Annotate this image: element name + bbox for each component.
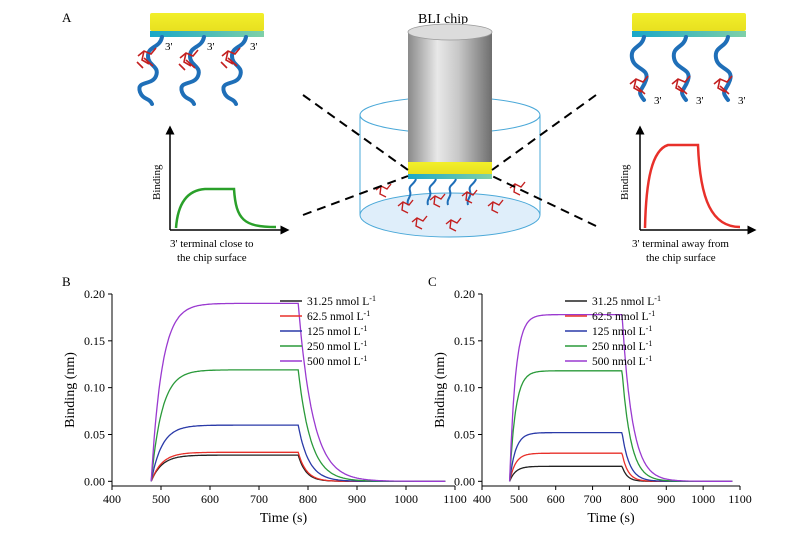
panel-a-letter: A — [62, 10, 72, 25]
legend-entry: 62.5 nmol L-1 — [307, 309, 370, 324]
right-terminal-label: 3' — [738, 95, 746, 107]
left-inset-caption-line1: 3' terminal close to — [170, 238, 254, 250]
panel-b-chart: B 400 500 600 700 800 900 1000 1100 0.00 0.05 0.10 0… — [62, 274, 467, 526]
y-axis-title: Binding (nm) — [433, 352, 448, 428]
right-inset-caption-line2: the chip surface — [646, 252, 716, 264]
left-terminal-label: 3' — [250, 41, 258, 53]
left-inset-plot: Binding 3' terminal close to the chip su… — [151, 125, 290, 264]
y-tick-label: 0.00 — [84, 474, 105, 488]
panel-a: A 3' 3' 3' Binding 3' term — [62, 10, 757, 264]
left-inset-caption-line2: the chip surface — [177, 252, 247, 264]
right-ligand-molecules — [629, 75, 733, 95]
x-tick-label: 600 — [201, 492, 219, 506]
x-axis-title: Time (s) — [260, 511, 308, 526]
x-tick-label: 1000 — [394, 492, 418, 506]
legend-entry: 31.25 nmol L-1 — [307, 294, 376, 309]
right-chip-illustration: 3' 3' 3' — [629, 13, 746, 107]
right-inset-ylabel: Binding — [619, 164, 631, 200]
x-tick-label: 800 — [299, 492, 317, 506]
x-tick-label: 1100 — [728, 492, 752, 506]
series-line — [150, 302, 446, 482]
right-terminal-label: 3' — [696, 95, 704, 107]
right-terminal-label: 3' — [654, 95, 662, 107]
legend-entry: 125 nmol L-1 — [307, 324, 367, 339]
legend-entry: 250 nmol L-1 — [592, 339, 652, 354]
left-terminal-label: 3' — [207, 41, 215, 53]
x-axis-title: Time (s) — [587, 511, 635, 526]
right-inset-plot: Binding 3' terminal away from the chip s… — [619, 125, 757, 264]
y-tick-label: 0.05 — [84, 427, 105, 441]
legend-entry: 500 nmol L-1 — [307, 354, 367, 369]
y-tick-label: 0.00 — [454, 474, 475, 488]
right-gold-layer — [632, 13, 746, 31]
well-ligand-molecules — [375, 181, 526, 232]
chip-dna-strands — [406, 178, 477, 206]
left-ligand-molecules — [136, 47, 241, 71]
left-inset-curve — [174, 187, 277, 229]
left-terminal-label: 3' — [165, 41, 173, 53]
left-dna-strands — [137, 35, 248, 106]
left-gold-layer — [150, 13, 264, 31]
right-inset-caption-line1: 3' terminal away from — [632, 238, 729, 250]
x-tick-label: 400 — [473, 492, 491, 506]
chip-gold-tip — [408, 162, 492, 174]
series-line — [508, 370, 733, 482]
y-tick-label: 0.05 — [454, 427, 475, 441]
x-tick-label: 900 — [657, 492, 675, 506]
x-tick-label: 1100 — [443, 492, 467, 506]
x-tick-label: 400 — [103, 492, 121, 506]
x-tick-label: 600 — [547, 492, 565, 506]
chip-rod — [408, 32, 492, 162]
y-tick-label: 0.15 — [454, 334, 475, 348]
legend-entry: 125 nmol L-1 — [592, 324, 652, 339]
x-tick-label: 800 — [620, 492, 638, 506]
series-line — [150, 454, 446, 482]
left-inset-ylabel: Binding — [151, 164, 163, 200]
panel-letter: C — [428, 274, 437, 289]
series-line — [508, 431, 733, 482]
y-tick-label: 0.15 — [84, 334, 105, 348]
y-axis-title: Binding (nm) — [63, 352, 78, 428]
x-tick-label: 900 — [348, 492, 366, 506]
x-tick-label: 500 — [510, 492, 528, 506]
x-tick-label: 700 — [584, 492, 602, 506]
legend-entry: 500 nmol L-1 — [592, 354, 652, 369]
left-teal-layer — [150, 31, 264, 37]
legend-entry: 250 nmol L-1 — [307, 339, 367, 354]
y-tick-label: 0.10 — [84, 381, 105, 395]
series-line — [509, 465, 733, 482]
x-tick-label: 700 — [250, 492, 268, 506]
legend-entry: 31.25 nmol L-1 — [592, 294, 661, 309]
panel-c-chart: C 400 500 600 700 800 900 1000 1100 0.00 0.05 0.10 0… — [428, 274, 752, 526]
y-tick-label: 0.20 — [84, 287, 105, 301]
bli-chip-illustration: BLI chip — [302, 12, 597, 238]
panel-letter: B — [62, 274, 71, 289]
x-tick-label: 500 — [152, 492, 170, 506]
right-teal-layer — [632, 31, 746, 37]
chip-teal-tip — [408, 174, 492, 179]
series-line — [508, 452, 733, 482]
right-inset-curve — [643, 143, 741, 229]
x-tick-label: 1000 — [691, 492, 715, 506]
chip-label: BLI chip — [418, 12, 468, 27]
series-line — [508, 313, 733, 482]
left-chip-illustration: 3' 3' 3' — [136, 13, 264, 106]
well-bottom — [359, 192, 541, 238]
y-tick-label: 0.10 — [454, 381, 475, 395]
y-tick-label: 0.20 — [454, 287, 475, 301]
projection-lines — [302, 94, 597, 227]
chip-rod-top — [407, 23, 493, 41]
legend-entry: 62.5 nmol L-1 — [592, 309, 655, 324]
